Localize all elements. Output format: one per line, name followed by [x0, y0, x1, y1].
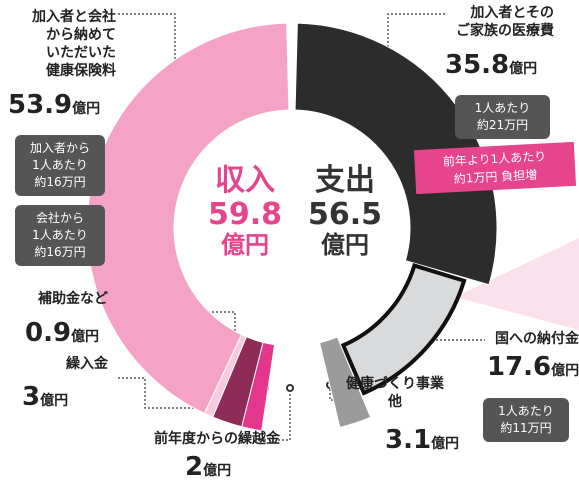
category-label: 加入者と会社 から納めて いただいた 健康保険料 — [32, 9, 116, 79]
unit: 億円 — [551, 363, 579, 379]
category-label: 繰入金 — [66, 356, 108, 372]
unit: 億円 — [203, 463, 232, 479]
value-label: 35.8億円 — [445, 50, 537, 80]
value-label: 3億円 — [22, 382, 68, 412]
value: 0.9 — [25, 318, 72, 348]
value: 3.1 — [385, 425, 432, 455]
value-label: 17.6億円 — [487, 352, 579, 382]
donut-segment — [318, 336, 372, 428]
unit: 億円 — [509, 61, 538, 77]
value: 2 — [185, 452, 204, 482]
donut-segment — [241, 341, 276, 432]
value-label: 53.9億円 — [8, 90, 100, 120]
donut-segment — [294, 22, 498, 286]
value: 3 — [22, 382, 41, 412]
value-label: 3.1億円 — [385, 425, 459, 455]
value-label: 0.9億円 — [25, 318, 99, 348]
half-total: 59.8 億円 — [200, 200, 290, 260]
half-title: 支出 — [315, 163, 375, 198]
unit: 億円 — [40, 393, 69, 409]
callout-box: 1人あたり 約11万円 — [483, 398, 569, 442]
total-value: 59.8 — [207, 197, 283, 232]
category-label: 前年度からの繰越金 — [154, 431, 280, 447]
value-label: 2億円 — [185, 452, 231, 482]
callout-box: 加入者から 1人あたり 約16万円 — [15, 135, 105, 196]
value: 17.6 — [487, 352, 552, 382]
total-unit: 億円 — [321, 231, 369, 259]
callout-box: 1人あたり 約21万円 — [455, 95, 550, 139]
value: 35.8 — [445, 50, 510, 80]
banner: 前年より1人あたり 約1万円 負担増 — [413, 141, 577, 195]
donut-segment — [340, 263, 467, 396]
highlight-beam — [455, 238, 579, 330]
callout-box: 会社から 1人あたり 約16万円 — [15, 205, 105, 266]
total-unit: 億円 — [221, 231, 269, 259]
category-label: 国への納付金 — [495, 331, 579, 347]
value: 53.9 — [8, 90, 73, 120]
half-total: 56.5 億円 — [300, 200, 390, 260]
category-label: 健康づくり事業 他 — [346, 376, 444, 410]
unit: 億円 — [71, 329, 100, 345]
half-title: 収入 — [215, 163, 275, 198]
donut-segment — [86, 22, 290, 415]
unit: 億円 — [431, 436, 460, 452]
category-label: 補助金など — [38, 291, 108, 307]
total-value: 56.5 — [307, 197, 383, 232]
category-label: 加入者とその ご家族の医療費 — [456, 5, 554, 39]
unit: 億円 — [72, 101, 101, 117]
